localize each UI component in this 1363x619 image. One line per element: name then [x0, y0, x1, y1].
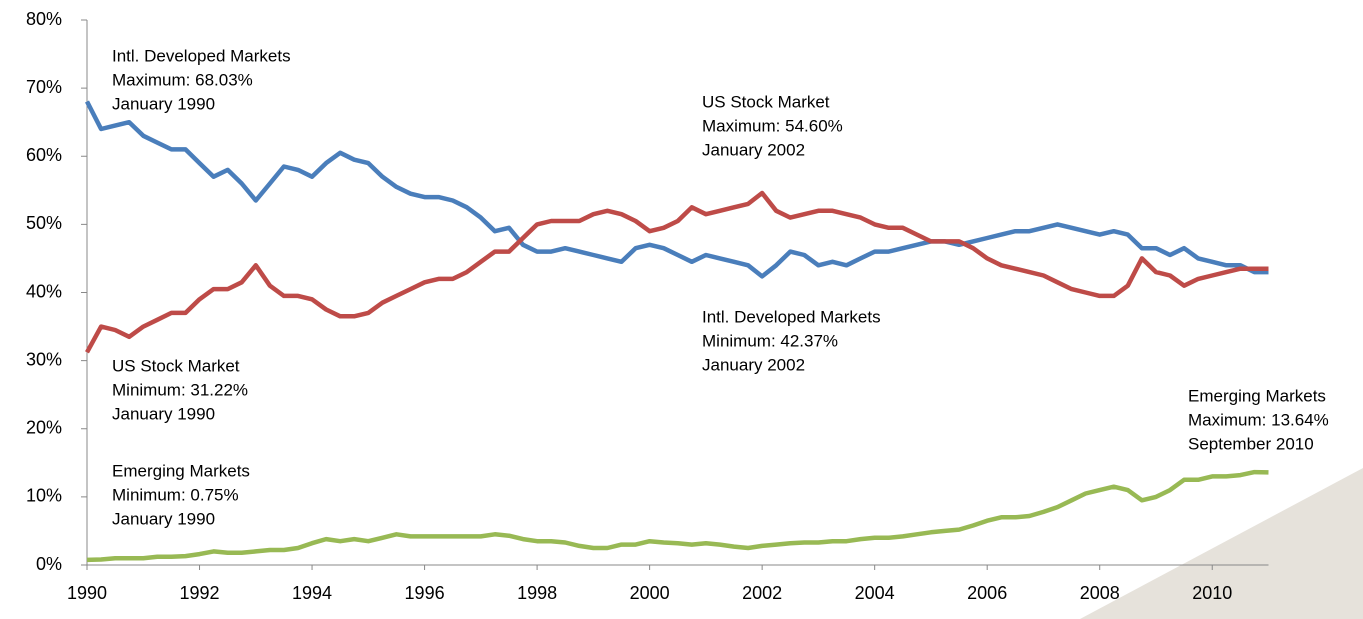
annotation: Emerging Markets — [112, 461, 250, 480]
annotation: January 1990 — [112, 404, 215, 423]
series-line — [86, 469, 1269, 563]
annotation: January 1990 — [112, 509, 215, 528]
annotation: Minimum: 31.22% — [112, 380, 248, 399]
annotation: Intl. Developed Markets — [112, 46, 291, 65]
x-tick-label: 1994 — [292, 583, 332, 603]
x-tick-label: 2000 — [630, 583, 670, 603]
y-tick-label: 80% — [26, 9, 62, 29]
series-line — [84, 100, 1269, 279]
annotation: Maximum: 54.60% — [702, 116, 843, 135]
y-tick-label: 60% — [26, 145, 62, 165]
annotation: January 2002 — [702, 355, 805, 374]
y-tick-label: 20% — [26, 418, 62, 438]
y-tick-label: 0% — [36, 554, 62, 574]
x-tick-label: 2006 — [967, 583, 1007, 603]
annotation: September 2010 — [1188, 434, 1314, 453]
x-tick-label: 2008 — [1080, 583, 1120, 603]
x-tick-label: 1996 — [405, 583, 445, 603]
annotation: Emerging Markets — [1188, 386, 1326, 405]
y-tick-label: 40% — [26, 281, 62, 301]
y-tick-label: 50% — [26, 213, 62, 233]
annotation: Intl. Developed Markets — [702, 307, 881, 326]
x-tick-label: 1998 — [517, 583, 557, 603]
annotation: US Stock Market — [112, 356, 240, 375]
y-tick-label: 30% — [26, 349, 62, 369]
x-tick-label: 1990 — [67, 583, 107, 603]
x-tick-label: 2010 — [1192, 583, 1232, 603]
annotation: Minimum: 42.37% — [702, 331, 838, 350]
y-tick-label: 70% — [26, 77, 62, 97]
corner-decoration — [1080, 468, 1363, 619]
series-line — [85, 190, 1269, 354]
annotation: Maximum: 13.64% — [1188, 410, 1329, 429]
annotation: Minimum: 0.75% — [112, 485, 239, 504]
annotation: January 1990 — [112, 94, 215, 113]
y-tick-label: 10% — [26, 486, 62, 506]
annotation: Maximum: 68.03% — [112, 70, 253, 89]
x-tick-label: 1992 — [180, 583, 220, 603]
x-tick-label: 2002 — [742, 583, 782, 603]
annotation: January 2002 — [702, 140, 805, 159]
annotation: US Stock Market — [702, 92, 830, 111]
x-tick-label: 2004 — [855, 583, 895, 603]
